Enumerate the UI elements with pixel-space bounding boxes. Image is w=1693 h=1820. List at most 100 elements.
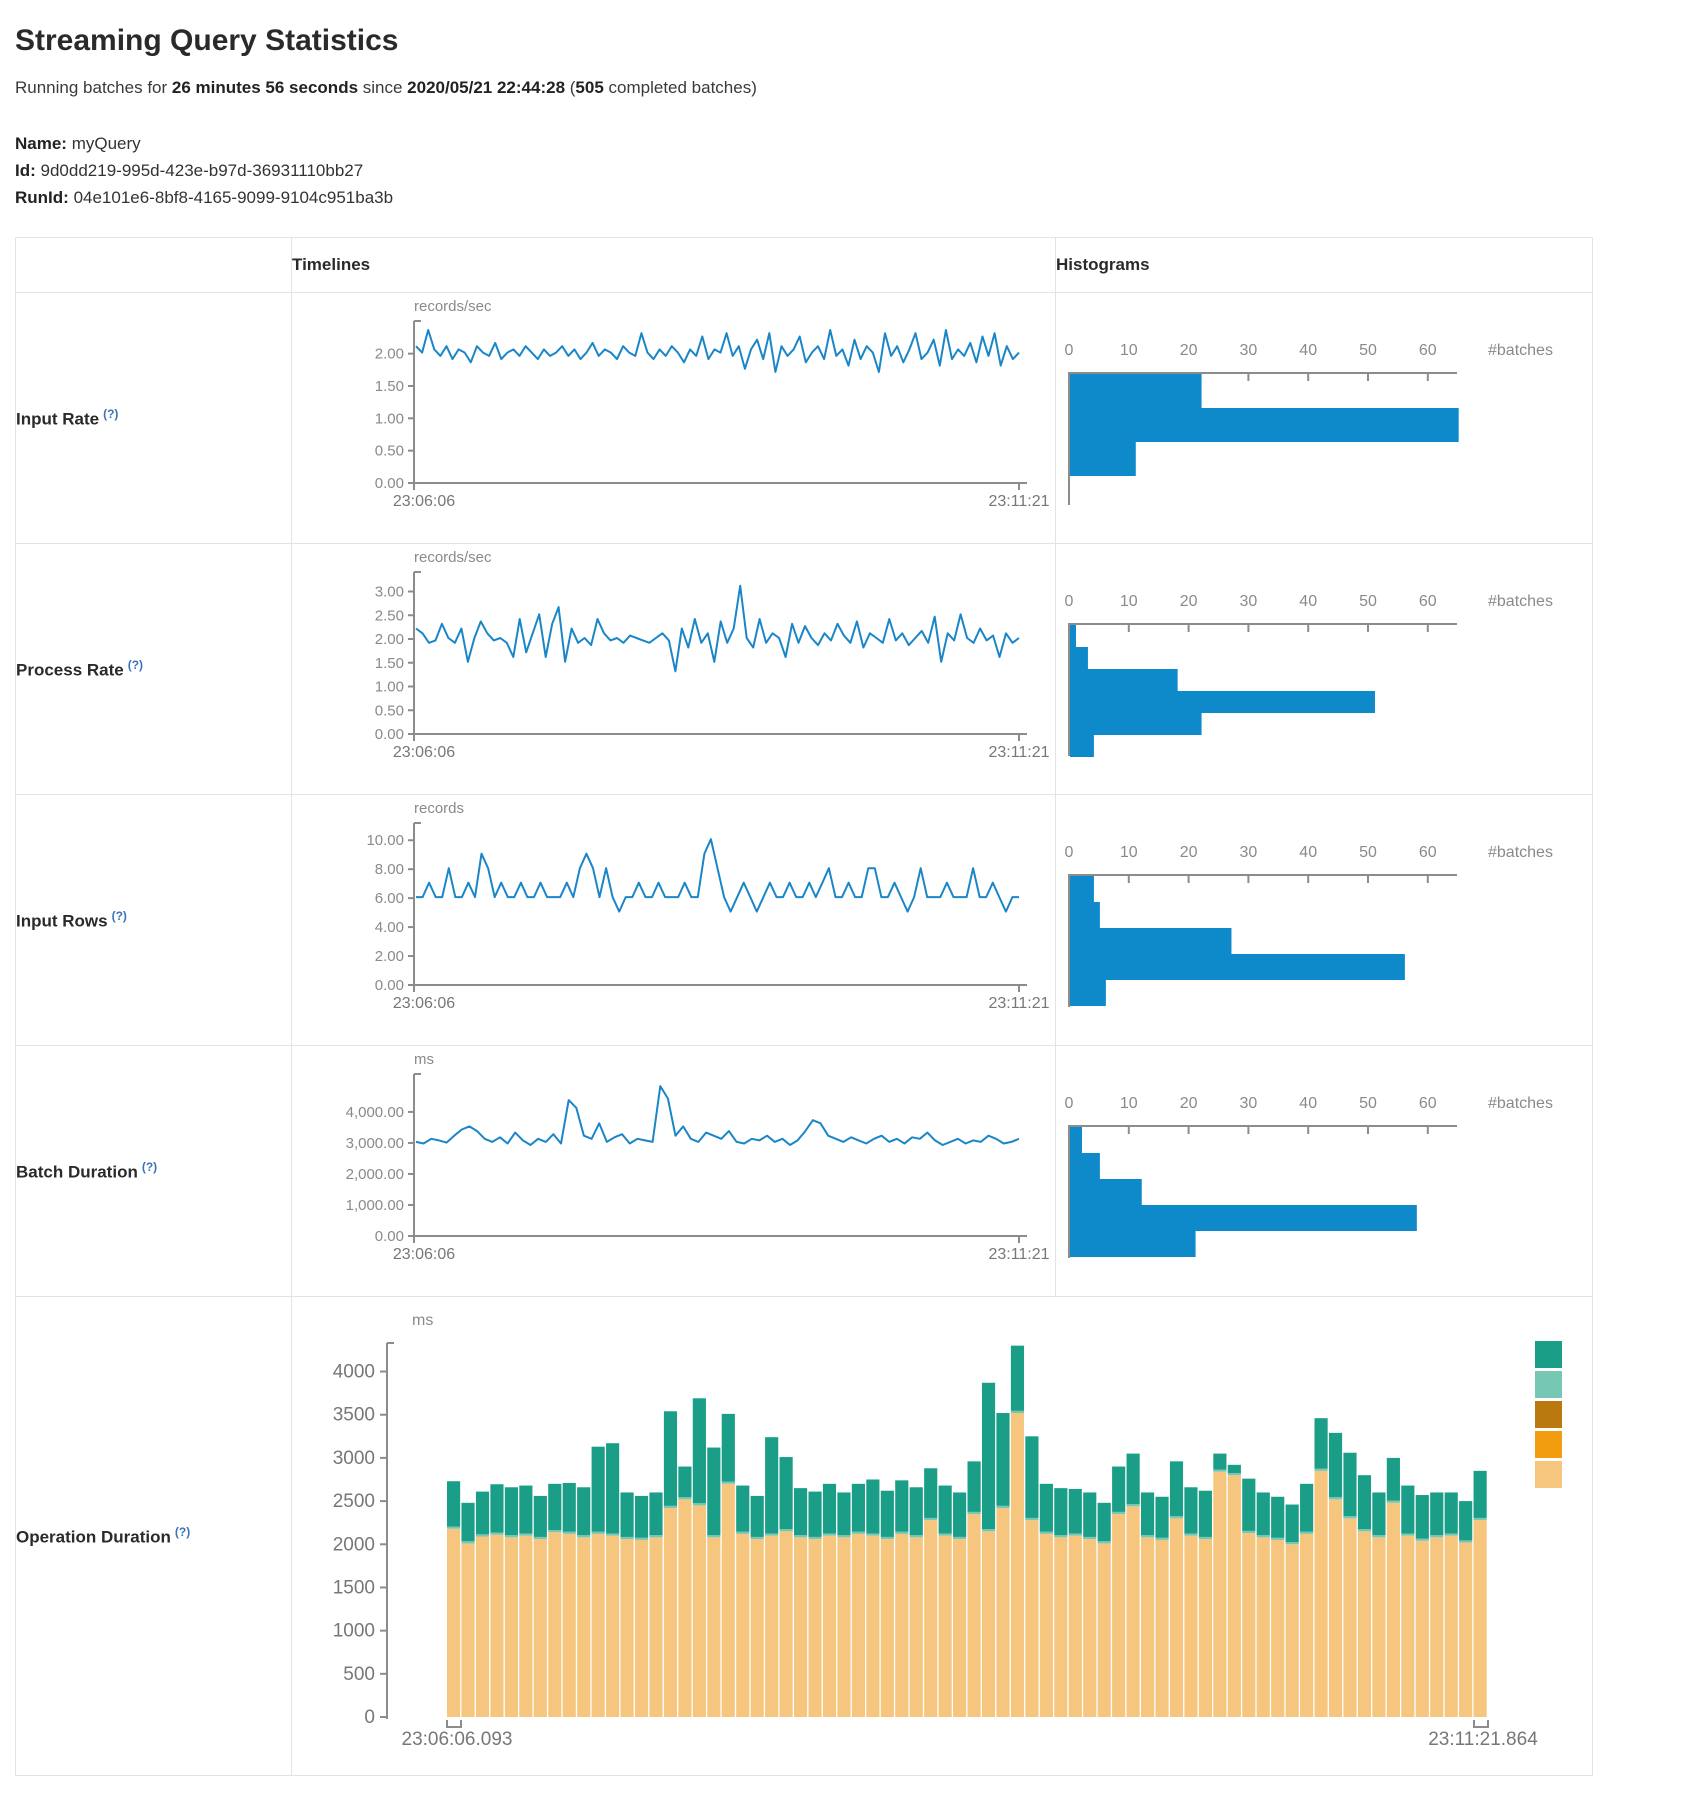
svg-text:30: 30 xyxy=(1240,1095,1258,1112)
svg-text:20: 20 xyxy=(1180,342,1198,359)
svg-text:40: 40 xyxy=(1299,593,1317,610)
input-rows-help-icon[interactable]: (?) xyxy=(111,908,127,923)
svg-text:records: records xyxy=(414,800,464,817)
svg-text:23:06:06: 23:06:06 xyxy=(393,1246,455,1263)
svg-text:2500: 2500 xyxy=(333,1491,375,1512)
svg-text:20: 20 xyxy=(1180,593,1198,610)
svg-text:1500: 1500 xyxy=(333,1577,375,1598)
timelines-column-header: Timelines xyxy=(291,237,1056,293)
operation-duration-legend xyxy=(1535,1341,1562,1491)
batch-duration-label: Batch Duration xyxy=(16,1162,138,1182)
operation-duration-label: Operation Duration xyxy=(16,1527,171,1547)
svg-text:60: 60 xyxy=(1419,844,1437,861)
svg-text:40: 40 xyxy=(1299,844,1317,861)
svg-text:0: 0 xyxy=(364,1707,375,1728)
svg-text:30: 30 xyxy=(1240,844,1258,861)
input-rows-label-cell: Input Rows (?) xyxy=(15,794,292,1046)
svg-text:23:11:21: 23:11:21 xyxy=(988,1246,1049,1263)
input-rate-histogram-chart: 0 10 20 30 40 50 60 #batches xyxy=(1065,342,1553,505)
svg-text:60: 60 xyxy=(1419,593,1437,610)
summary-prefix: Running batches for xyxy=(15,78,172,97)
input-rate-row: Input Rate (?) records/sec 2.00 1.50 1.00 0.5… xyxy=(15,292,1593,544)
svg-text:#batches: #batches xyxy=(1488,342,1553,359)
input-rate-help-icon[interactable]: (?) xyxy=(103,406,119,421)
svg-text:0.00: 0.00 xyxy=(375,726,404,743)
input-rate-histogram-cell: 0 10 20 30 40 50 60 #batches xyxy=(1055,292,1593,544)
batch-duration-row: Batch Duration (?) ms 4,000.00 3,000.00 2,00… xyxy=(15,1045,1593,1297)
svg-text:50: 50 xyxy=(1359,593,1377,610)
svg-text:2.00: 2.00 xyxy=(375,948,404,965)
svg-text:0: 0 xyxy=(1065,1095,1074,1112)
table-header-row: Timelines Histograms xyxy=(15,237,1593,293)
svg-text:4,000.00: 4,000.00 xyxy=(346,1104,404,1121)
svg-text:2.50: 2.50 xyxy=(375,607,404,624)
query-id-row: Id: 9d0dd219-995d-423e-b97d-36931110bb27 xyxy=(15,157,1693,184)
process-rate-row: Process Rate (?) records/sec 3.00 2.50 2.00 1… xyxy=(15,543,1593,795)
svg-text:3.00: 3.00 xyxy=(375,584,404,601)
svg-text:23:06:06: 23:06:06 xyxy=(393,995,455,1012)
summary-suffix: completed batches) xyxy=(603,78,757,97)
operation-duration-help-icon[interactable]: (?) xyxy=(174,1524,191,1539)
svg-text:40: 40 xyxy=(1299,1095,1317,1112)
svg-text:10: 10 xyxy=(1120,1095,1138,1112)
svg-text:50: 50 xyxy=(1359,342,1377,359)
svg-text:1.00: 1.00 xyxy=(375,410,404,427)
svg-text:40: 40 xyxy=(1299,342,1317,359)
batch-duration-timeline-chart: ms4,000.003,000.002,000.001,000.000.0023… xyxy=(346,1051,1050,1263)
svg-text:#batches: #batches xyxy=(1488,593,1553,610)
svg-text:23:11:21: 23:11:21 xyxy=(988,995,1049,1012)
completed-batch-count: 505 xyxy=(575,78,604,97)
operation-duration-stacked-chart: ms 4000 3500 3000 2500 2000 1500 1000 500 0 23:06:… xyxy=(333,1312,1538,1750)
svg-text:20: 20 xyxy=(1180,844,1198,861)
input-rows-histogram-chart: 0 10 20 30 40 50 60 #batches xyxy=(1065,844,1553,1007)
query-name-value: myQuery xyxy=(71,134,141,153)
svg-text:1.50: 1.50 xyxy=(375,378,404,395)
svg-text:0.00: 0.00 xyxy=(375,475,404,492)
summary-paren: ( xyxy=(565,78,576,97)
summary-mid: since xyxy=(358,78,408,97)
query-id-value: 9d0dd219-995d-423e-b97d-36931110bb27 xyxy=(40,161,364,180)
process-rate-help-icon[interactable]: (?) xyxy=(127,657,144,672)
svg-text:10: 10 xyxy=(1120,844,1138,861)
svg-text:0.50: 0.50 xyxy=(375,702,404,719)
query-runid-row: RunId: 04e101e6-8bf8-4165-9099-9104c951b… xyxy=(15,184,1693,211)
svg-text:1,000.00: 1,000.00 xyxy=(346,1197,404,1214)
batch-duration-help-icon[interactable]: (?) xyxy=(141,1159,158,1174)
svg-text:3000: 3000 xyxy=(333,1448,375,1469)
batch-duration-timeline-cell: ms 4,000.00 3,000.00 2,000.00 1,000.00 0.00 23… xyxy=(291,1045,1056,1297)
query-meta: Name: myQuery Id: 9d0dd219-995d-423e-b97… xyxy=(15,130,1693,211)
svg-text:500: 500 xyxy=(343,1664,375,1685)
svg-text:2.00: 2.00 xyxy=(375,631,404,648)
operation-duration-chart-cell: ms 4000 3500 3000 2500 2000 1500 1000 500 0 23:06:… xyxy=(291,1296,1593,1776)
svg-text:records/sec: records/sec xyxy=(414,298,492,315)
svg-text:10: 10 xyxy=(1120,342,1138,359)
svg-text:ms: ms xyxy=(412,1312,433,1329)
svg-text:4000: 4000 xyxy=(333,1362,375,1383)
svg-text:50: 50 xyxy=(1359,844,1377,861)
input-rate-label: Input Rate xyxy=(16,409,100,429)
legend-swatch-4 xyxy=(1535,1461,1562,1488)
run-start-time: 2020/05/21 22:44:28 xyxy=(407,78,566,97)
svg-text:#batches: #batches xyxy=(1488,1095,1553,1112)
page-title: Streaming Query Statistics xyxy=(15,24,399,57)
svg-text:23:11:21: 23:11:21 xyxy=(988,744,1049,761)
input-rate-timeline-cell: records/sec 2.00 1.50 1.00 0.50 0.00 23:06:06 2… xyxy=(291,292,1056,544)
svg-text:2.00: 2.00 xyxy=(375,346,404,363)
legend-swatch-3 xyxy=(1535,1431,1562,1458)
process-rate-timeline-cell: records/sec 3.00 2.50 2.00 1.50 1.00 0.50 0.00 2… xyxy=(291,543,1056,795)
batch-duration-histogram-cell: 0 10 20 30 40 50 60 #batches xyxy=(1055,1045,1593,1297)
input-rate-label-cell: Input Rate (?) xyxy=(15,292,292,544)
run-summary: Running batches for 26 minutes 56 second… xyxy=(15,78,1693,98)
legend-swatch-2 xyxy=(1535,1401,1562,1428)
process-rate-histogram-chart: 0 10 20 30 40 50 60 #batches xyxy=(1065,593,1553,757)
svg-text:0.00: 0.00 xyxy=(375,1228,404,1245)
batch-duration-label-cell: Batch Duration (?) xyxy=(15,1045,292,1297)
query-name-label: Name: xyxy=(15,134,67,153)
statistics-table: Timelines Histograms Input Rate (?) recor… xyxy=(15,237,1593,1776)
process-rate-histogram-cell: 0 10 20 30 40 50 60 #batches xyxy=(1055,543,1593,795)
svg-text:50: 50 xyxy=(1359,1095,1377,1112)
svg-text:3500: 3500 xyxy=(333,1405,375,1426)
batch-duration-histogram-chart: 0 10 20 30 40 50 60 #batches xyxy=(1065,1095,1553,1258)
